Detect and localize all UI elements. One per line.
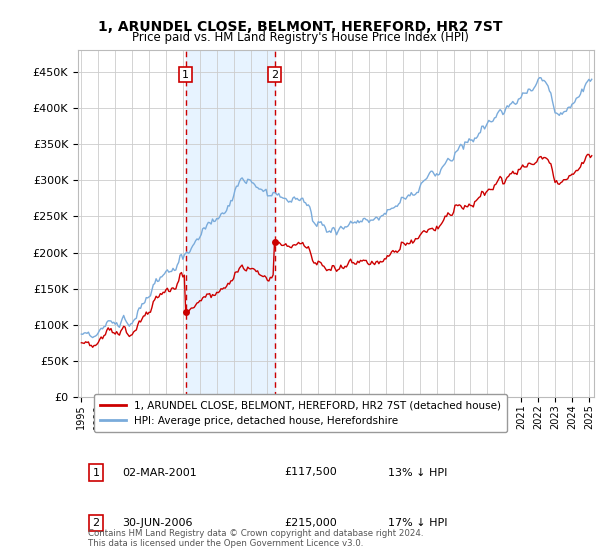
- Text: Contains HM Land Registry data © Crown copyright and database right 2024.
This d: Contains HM Land Registry data © Crown c…: [88, 529, 424, 548]
- Text: 2: 2: [92, 518, 100, 528]
- Text: £117,500: £117,500: [284, 468, 337, 478]
- Text: 1: 1: [92, 468, 100, 478]
- Text: 2: 2: [271, 69, 278, 80]
- Text: 17% ↓ HPI: 17% ↓ HPI: [388, 518, 447, 528]
- Text: 1: 1: [182, 69, 189, 80]
- Legend: 1, ARUNDEL CLOSE, BELMONT, HEREFORD, HR2 7ST (detached house), HPI: Average pric: 1, ARUNDEL CLOSE, BELMONT, HEREFORD, HR2…: [94, 394, 508, 432]
- Text: £215,000: £215,000: [284, 518, 337, 528]
- Text: 02-MAR-2001: 02-MAR-2001: [122, 468, 197, 478]
- Text: 13% ↓ HPI: 13% ↓ HPI: [388, 468, 447, 478]
- Text: 30-JUN-2006: 30-JUN-2006: [122, 518, 193, 528]
- Bar: [186, 50, 275, 397]
- Text: 1, ARUNDEL CLOSE, BELMONT, HEREFORD, HR2 7ST: 1, ARUNDEL CLOSE, BELMONT, HEREFORD, HR2…: [98, 20, 502, 34]
- Text: Price paid vs. HM Land Registry's House Price Index (HPI): Price paid vs. HM Land Registry's House …: [131, 31, 469, 44]
